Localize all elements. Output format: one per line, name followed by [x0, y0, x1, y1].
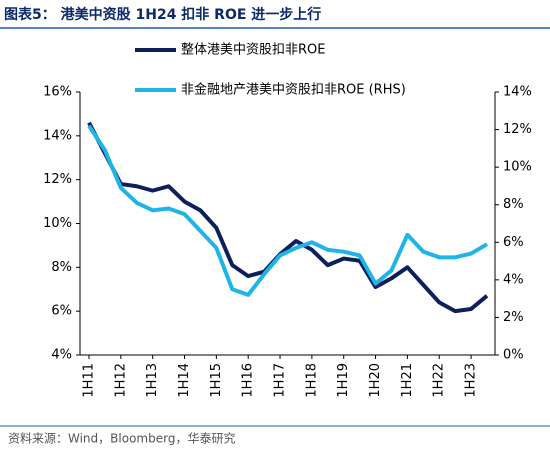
series-line: [87, 124, 489, 297]
x-tick-label: 1H11: [82, 363, 97, 398]
x-tick-label: 1H12: [113, 363, 128, 398]
x-tick-label: 1H14: [177, 363, 192, 398]
x-tick-label: 1H22: [432, 363, 447, 398]
y2-tick-label: 14%: [503, 85, 532, 100]
y-tick-label: 10%: [43, 216, 72, 231]
y-tick-label: 8%: [51, 260, 72, 275]
y2-tick-label: 0%: [503, 348, 524, 363]
y-tick-label: 16%: [43, 85, 72, 100]
y2-tick-label: 6%: [503, 235, 524, 250]
y-tick-label: 14%: [43, 128, 72, 143]
x-tick-label: 1H21: [400, 363, 415, 398]
x-tick-label: 1H19: [336, 363, 351, 398]
y2-tick-label: 12%: [503, 122, 532, 137]
x-tick-label: 1H15: [209, 363, 224, 398]
source: 资料来源：Wind，Bloomberg，华泰研究: [8, 431, 235, 446]
x-tick-label: 1H17: [273, 363, 288, 398]
y2-tick-label: 4%: [503, 272, 524, 287]
x-tick-label: 1H13: [145, 363, 160, 398]
series-line: [87, 121, 489, 314]
y2-tick-label: 8%: [503, 197, 524, 212]
legend-label: 整体港美中资股扣非ROE: [181, 43, 325, 58]
chart-title: 图表5： 港美中资股 1H24 扣非 ROE 进一步上行: [4, 6, 321, 23]
x-tick-label: 1H16: [241, 363, 256, 398]
y2-tick-label: 10%: [503, 160, 532, 175]
y-tick-label: 6%: [51, 304, 72, 319]
legend-label: 非金融地产港美中资股扣非ROE (RHS): [181, 82, 406, 98]
y-tick-label: 12%: [43, 172, 72, 187]
y-tick-label: 4%: [51, 348, 72, 363]
y2-tick-label: 2%: [503, 310, 524, 325]
x-tick-label: 1H23: [464, 363, 479, 398]
x-tick-label: 1H18: [304, 363, 319, 398]
x-tick-label: 1H20: [368, 363, 383, 398]
